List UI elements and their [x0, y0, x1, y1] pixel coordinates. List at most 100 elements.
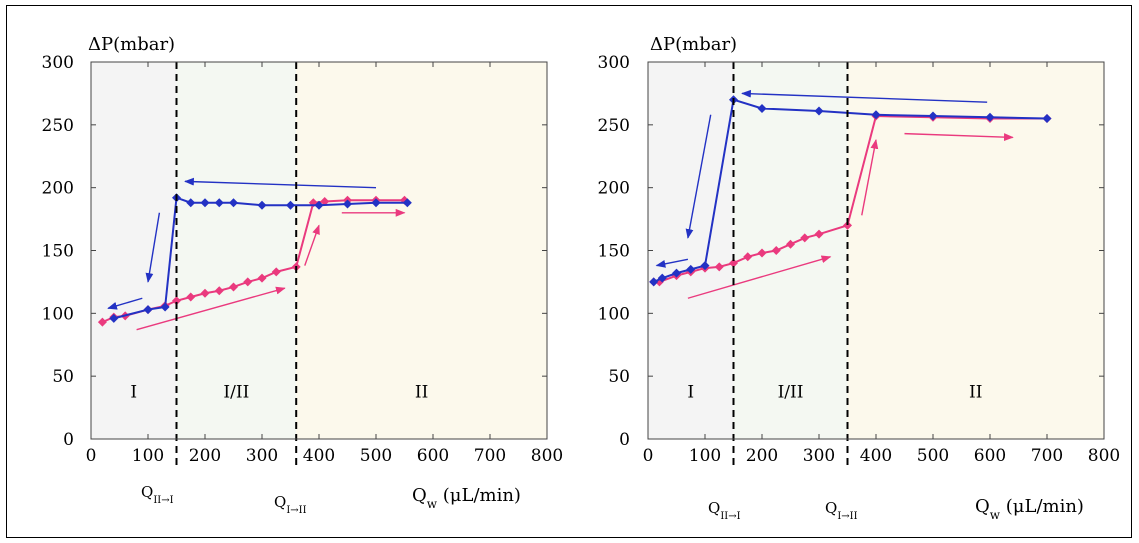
data-point	[757, 248, 767, 258]
data-point	[214, 286, 224, 296]
y-tick-label: 50	[52, 367, 74, 387]
region-band-1	[648, 62, 734, 439]
tick-labels-right: 0 100 200 300 400 500 600 700 800 0 50 100 150 200 250…	[598, 53, 1121, 466]
annotation-arrows-right	[655, 89, 1014, 299]
data-point	[229, 198, 238, 208]
x-tick-label: 0	[643, 446, 654, 466]
annotation-arrow-6	[655, 258, 689, 268]
data-point	[97, 317, 107, 327]
data-point	[229, 282, 238, 292]
y-tick-label: 0	[63, 430, 74, 450]
critical-label-ii-to-i-right: QII→I	[708, 499, 741, 522]
y-axis-title-left: ΔP(mbar)	[88, 34, 175, 55]
axes-right	[647, 61, 1105, 440]
region-bands-right	[648, 62, 1104, 439]
y-tick-label: 300	[598, 53, 630, 73]
x-tick-label: 700	[474, 446, 506, 466]
region-label-2: I/II	[223, 383, 249, 403]
data-point	[172, 296, 181, 306]
data-point	[700, 261, 710, 271]
region-band-3	[847, 62, 1104, 439]
annotation-arrow-5	[145, 212, 161, 283]
data-point	[160, 302, 170, 312]
data-point	[871, 110, 881, 120]
x-tick-label: 200	[746, 446, 778, 466]
data-point	[743, 252, 753, 262]
region-label-1: I	[687, 383, 694, 403]
critical-lines-left	[175, 62, 298, 469]
critical-label-i-to-ii-right: QI→II	[825, 499, 858, 522]
x-tick-label: 500	[917, 446, 949, 466]
data-point	[257, 273, 267, 283]
data-point	[1042, 114, 1052, 124]
data-point	[686, 264, 696, 274]
y-tick-label: 100	[598, 304, 630, 324]
x-tick-label: 800	[531, 446, 563, 466]
data-point	[402, 198, 412, 208]
y-tick-label: 200	[598, 179, 630, 199]
x-axis-title-left: Qw (μL/min)	[412, 485, 521, 511]
critical-label-ii-to-i-left: QII→I	[141, 483, 174, 506]
data-point	[714, 262, 724, 272]
y-tick-label: 0	[619, 430, 630, 450]
data-point	[814, 229, 824, 239]
data-point	[757, 103, 767, 113]
x-tick-label: 300	[246, 446, 278, 466]
region-label-1: I	[130, 383, 137, 403]
data-point	[371, 198, 381, 208]
y-tick-label: 200	[42, 179, 74, 199]
series-line-2	[113, 196, 408, 320]
data-point	[271, 267, 281, 277]
region-label-3: II	[415, 383, 428, 403]
annotation-arrows-left	[107, 177, 406, 331]
annotation-arrow-1	[136, 286, 286, 331]
y-tick-label: 50	[608, 367, 630, 387]
annotation-arrow-6	[107, 297, 143, 310]
x-tick-label: 400	[303, 446, 335, 466]
region-label-3: II	[969, 383, 982, 403]
data-point	[343, 199, 352, 209]
region-band-1	[91, 62, 177, 439]
x-axis-title-right: Qw (μL/min)	[975, 496, 1084, 522]
data-point	[729, 258, 738, 268]
x-tick-label: 500	[360, 446, 392, 466]
x-tick-label: 400	[860, 446, 892, 466]
critical-label-i-to-ii-left: QI→II	[274, 493, 307, 516]
data-point	[200, 288, 210, 298]
x-tick-label: 300	[803, 446, 835, 466]
region-labels-right: I I/II II	[687, 383, 982, 403]
annotation-arrow-5	[685, 114, 712, 239]
annotation-arrow-1	[687, 255, 832, 299]
data-point	[672, 268, 681, 278]
data-point	[814, 106, 824, 116]
data-point	[186, 292, 196, 302]
data-point	[786, 239, 795, 249]
annotation-arrow-2	[304, 224, 320, 266]
y-tick-label: 250	[42, 116, 74, 136]
chart-left: 0 100 200 300 400 500 600 700 800 0 50 100 150 200 250…	[42, 34, 564, 516]
region-label-2: I/II	[778, 383, 804, 403]
y-tick-label: 250	[598, 116, 630, 136]
data-point	[320, 196, 330, 206]
region-band-2	[733, 62, 848, 439]
x-tick-label: 600	[417, 446, 449, 466]
data-point	[985, 112, 995, 122]
x-tick-label: 200	[189, 446, 221, 466]
x-tick-label: 0	[86, 446, 97, 466]
data-point	[800, 233, 810, 243]
y-tick-label: 150	[598, 242, 630, 262]
data-point	[771, 246, 781, 255]
annotation-arrow-2	[861, 138, 879, 216]
data-point	[143, 305, 153, 315]
region-band-2	[176, 62, 297, 439]
data-point	[257, 200, 267, 210]
data-point	[243, 277, 253, 287]
critical-lines-right	[732, 62, 849, 469]
data-point	[928, 111, 938, 121]
y-tick-label: 300	[42, 53, 74, 73]
region-labels-left: I I/II II	[130, 383, 428, 403]
axes-left	[90, 61, 548, 440]
data-point	[649, 277, 659, 287]
data-point	[214, 198, 224, 208]
